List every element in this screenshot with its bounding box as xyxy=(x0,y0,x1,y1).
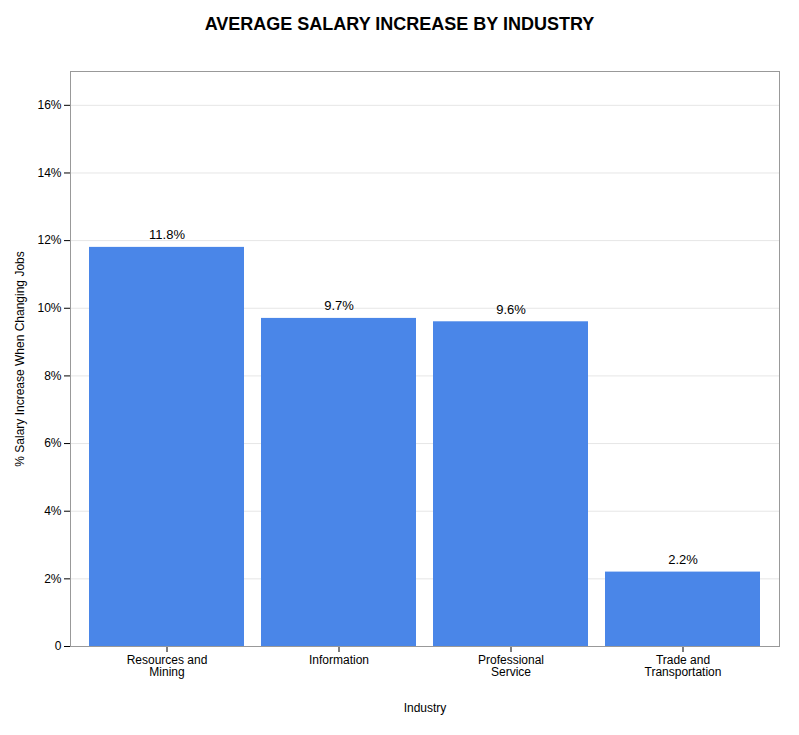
svg-text:12%: 12% xyxy=(37,233,61,247)
svg-text:10%: 10% xyxy=(37,301,61,315)
svg-text:Resources andMining: Resources andMining xyxy=(127,653,208,679)
svg-text:ProfessionalService: ProfessionalService xyxy=(478,653,544,679)
svg-text:16%: 16% xyxy=(37,98,61,112)
svg-text:4%: 4% xyxy=(44,504,62,518)
svg-text:11.8%: 11.8% xyxy=(149,227,185,242)
html-text:AVERAGE SALARY INCREASE BY IND: AVERAGE SALARY INCREASE BY INDUSTRY xyxy=(204,14,595,34)
svg-text:9.6%: 9.6% xyxy=(496,302,526,317)
svg-text:Industry: Industry xyxy=(404,701,447,715)
svg-text:0: 0 xyxy=(55,639,62,653)
svg-text:Trade andTransportation: Trade andTransportation xyxy=(645,653,722,679)
svg-text:2%: 2% xyxy=(44,572,62,586)
svg-text:% Salary Increase When Changin: % Salary Increase When Changing Jobs xyxy=(13,251,27,466)
svg-text:Information: Information xyxy=(309,653,369,667)
svg-text:2.2%: 2.2% xyxy=(668,552,698,567)
svg-text:8%: 8% xyxy=(44,369,62,383)
svg-text:6%: 6% xyxy=(44,436,62,450)
svg-text:9.7%: 9.7% xyxy=(324,298,354,313)
svg-text:14%: 14% xyxy=(37,166,61,180)
